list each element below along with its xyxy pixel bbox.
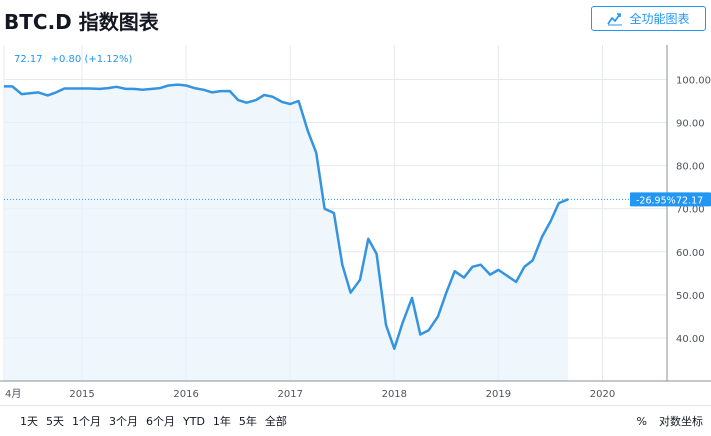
x-tick-label: 2018 xyxy=(382,389,407,400)
bottom-toolbar: 1天 5天 1个月 3个月 6个月 YTD 1年 5年 全部 % 对数坐标 xyxy=(0,405,711,435)
log-scale-toggle[interactable]: 对数坐标 xyxy=(659,415,703,428)
series-area xyxy=(4,84,569,381)
quote-info: 72.17 +0.80 (+1.12%) xyxy=(14,54,132,65)
y-tick-label: 60.00 xyxy=(676,248,705,259)
y-tick-label: 100.00 xyxy=(676,75,711,86)
y-tick-label: 70.00 xyxy=(676,205,705,216)
y-tick-label: 80.00 xyxy=(676,162,705,173)
x-tick-label: 2016 xyxy=(173,389,198,400)
x-tick-label: 2019 xyxy=(486,389,511,400)
range-button[interactable]: 1年 xyxy=(212,415,231,428)
range-button[interactable]: 6个月 xyxy=(146,415,175,428)
range-button[interactable]: 3个月 xyxy=(109,415,138,428)
chart-line-icon xyxy=(607,12,623,25)
quote-change-pct: (+1.12%) xyxy=(84,54,133,65)
x-tick-label: 4月 xyxy=(5,388,21,400)
y-tick-label: 50.00 xyxy=(676,291,705,302)
full-chart-button-label: 全功能图表 xyxy=(629,12,690,26)
percent-scale-toggle[interactable]: % xyxy=(636,414,647,428)
x-tick-label: 2017 xyxy=(277,389,302,400)
range-button[interactable]: 1个月 xyxy=(72,415,101,428)
range-button[interactable]: 5年 xyxy=(238,415,257,428)
series-line xyxy=(4,83,569,350)
y-tick-label: 90.00 xyxy=(676,119,705,130)
price-tag-pct: -26.95% xyxy=(636,195,676,206)
range-button[interactable]: 全部 xyxy=(264,415,287,428)
page-title: BTC.D 指数图表 xyxy=(4,10,159,34)
range-button[interactable]: 1天 xyxy=(20,415,38,428)
price-tag xyxy=(630,192,711,207)
x-tick-label: 2020 xyxy=(590,389,615,400)
btc-dominance-chart[interactable]: 40.00 50.00 60.00 70.00 80.00 90.00 100.00 4月 20… xyxy=(0,45,711,405)
quote-value: 72.17 xyxy=(14,54,43,65)
range-buttons: 1天 5天 1个月 3个月 6个月 YTD 1年 5年 全部 xyxy=(16,406,291,436)
quote-change: +0.80 xyxy=(50,54,82,65)
range-button[interactable]: YTD xyxy=(183,414,205,428)
range-button[interactable]: 5天 xyxy=(46,415,64,428)
y-tick-label: 40.00 xyxy=(676,334,705,345)
full-chart-button[interactable]: 全功能图表 xyxy=(591,6,706,31)
price-tag-value: 72.17 xyxy=(676,195,703,206)
x-tick-label: 2015 xyxy=(69,389,94,400)
